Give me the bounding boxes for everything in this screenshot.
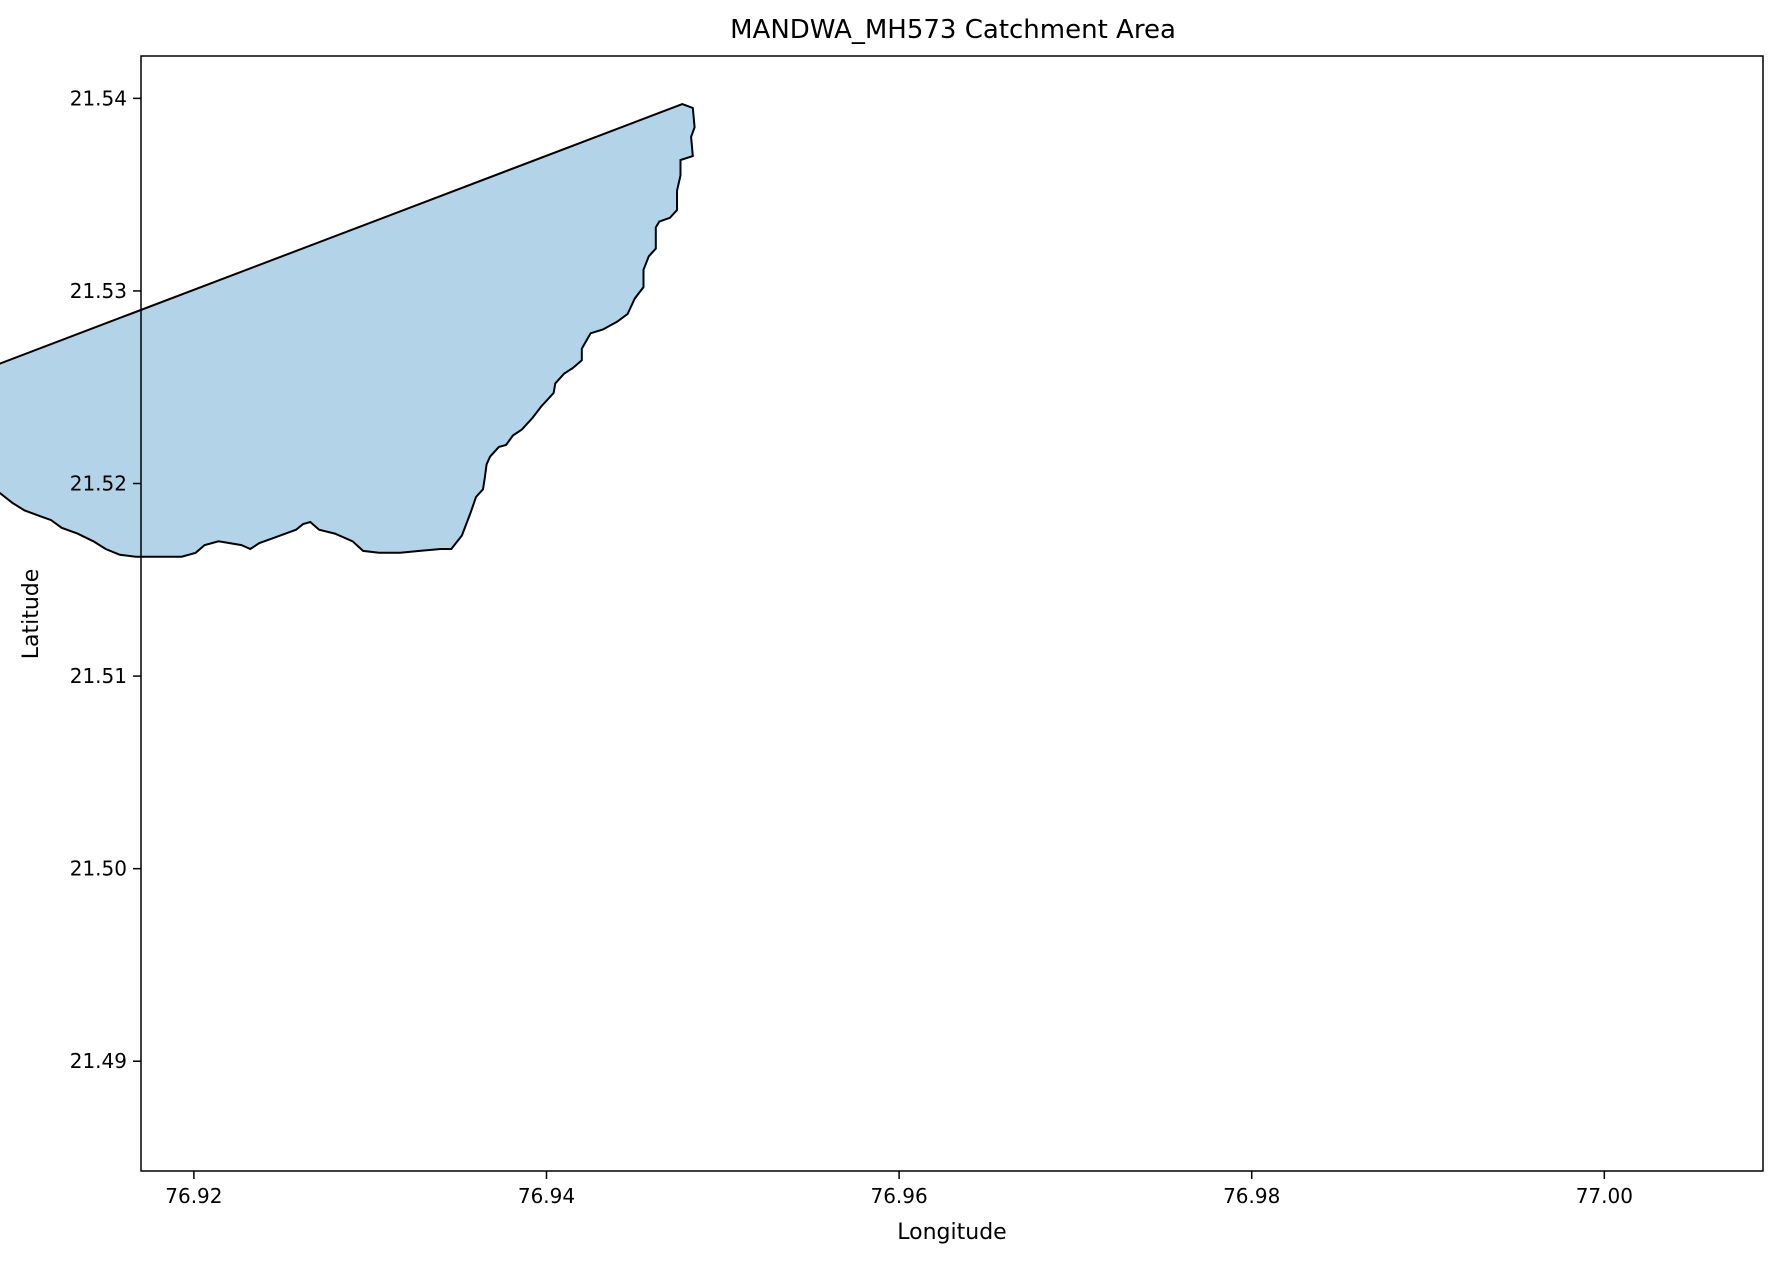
x-tick-label: 76.96 [870,1184,927,1208]
x-axis-ticks: 76.92 76.94 76.96 76.98 77.00 [165,1171,1633,1208]
catchment-polygon [0,103,696,558]
y-tick-label: 21.52 [70,472,127,496]
x-tick-label: 76.92 [165,1184,222,1208]
x-tick-label: 77.00 [1576,1184,1633,1208]
y-tick-label: 21.49 [70,1049,127,1073]
catchment-layer [0,103,696,558]
x-axis-label: Longitude [897,1220,1006,1245]
y-tick-label: 21.51 [70,664,127,688]
y-axis-ticks: 21.49 21.50 21.51 21.52 21.53 21.54 [70,86,141,1073]
x-tick-label: 76.94 [518,1184,575,1208]
y-axis-label: Latitude [19,569,44,660]
chart-title: MANDWA_MH573 Catchment Area [730,15,1176,45]
y-tick-label: 21.54 [70,86,127,110]
x-tick-label: 76.98 [1223,1184,1280,1208]
plot-frame [140,55,1764,1172]
y-tick-label: 21.50 [70,857,127,881]
y-tick-label: 21.53 [70,279,127,303]
